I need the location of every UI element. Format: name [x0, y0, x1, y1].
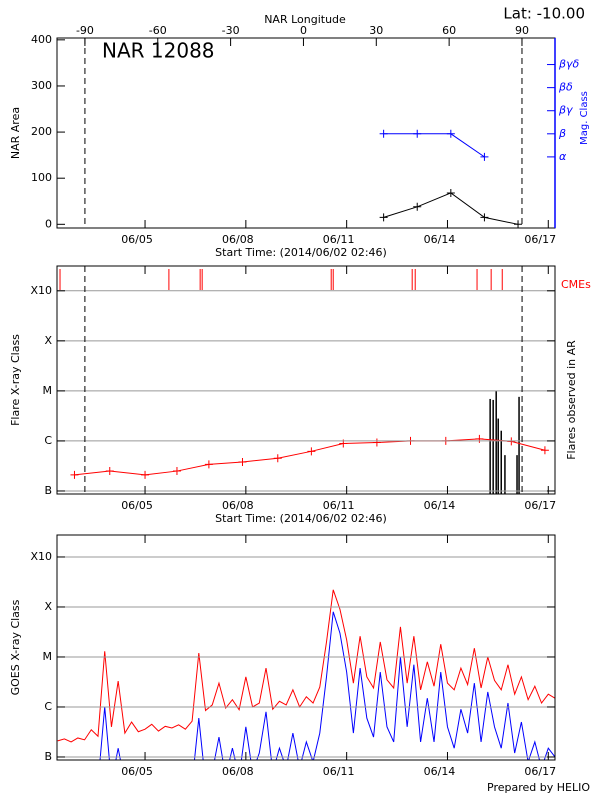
x-tick-label: 06/11 [323, 233, 355, 246]
point-marker [514, 220, 523, 228]
y-tick-label: M [43, 650, 53, 663]
panel: B C M X X10 06/05 06/08 06/11 06/14 06/17 Flares o… [9, 265, 591, 525]
y2-tick-label: β [558, 127, 566, 140]
y-tick-label: 100 [31, 171, 52, 184]
point-marker [204, 460, 213, 469]
y-tick-label: C [44, 700, 52, 713]
x-tick-label: 06/14 [424, 233, 456, 246]
point-marker [446, 129, 455, 138]
point-marker [480, 152, 489, 161]
chart-title: NAR 12088 [102, 39, 215, 63]
y2-tick-label: α [559, 150, 567, 163]
y-tick-label: X [44, 334, 52, 347]
y2-axis-label: Flares observed in AR [565, 340, 578, 460]
y2-tick-label: βγδ [558, 58, 580, 71]
plot-area [59, 269, 549, 494]
series-line [383, 133, 485, 158]
point-marker [480, 213, 489, 222]
y-tick-label: B [44, 484, 52, 497]
y-axis-label: NAR Area [9, 107, 22, 159]
point-marker [70, 470, 79, 479]
x-tick-label: 06/11 [323, 499, 355, 512]
cme-label: CMEs [561, 278, 591, 291]
plot-frame [56, 534, 556, 761]
x2-axis-label: NAR Longitude [264, 13, 346, 26]
latitude-label: Lat: -10.00 [503, 5, 585, 23]
x-tick-label: 06/14 [424, 499, 456, 512]
point-marker [379, 129, 388, 138]
y-tick-label: X10 [30, 550, 52, 563]
point-marker [172, 467, 181, 476]
point-marker [372, 438, 381, 447]
point-marker [413, 129, 422, 138]
point-marker [141, 470, 150, 479]
x-tick-label: 06/17 [524, 765, 556, 778]
x-tick-label: 06/05 [121, 233, 153, 246]
y2-tick-label: βγ [558, 104, 573, 117]
point-marker [446, 188, 455, 197]
point-marker [540, 446, 549, 455]
x-tick-label: 06/05 [121, 499, 153, 512]
x2-tick-label: -90 [76, 24, 94, 37]
panel: B C M X X10 06/05 06/08 06/11 06/14 06/17 GOES X-r… [9, 534, 590, 794]
x2-tick-label: 60 [442, 24, 456, 37]
point-marker [413, 202, 422, 211]
y-tick-label: 400 [31, 33, 52, 46]
y-tick-label: 0 [45, 217, 52, 230]
y-tick-label: X10 [30, 284, 52, 297]
x-tick-label: 06/08 [222, 765, 254, 778]
x-axis-label: Start Time: (2014/06/02 02:46) [215, 512, 387, 525]
point-marker [273, 454, 282, 463]
y2-tick-label: βδ [558, 81, 573, 94]
y-axis-label: Flare X-ray Class [9, 334, 22, 426]
x-tick-label: 06/17 [524, 233, 556, 246]
x2-tick-label: 0 [300, 24, 307, 37]
y-tick-label: C [44, 434, 52, 447]
y-tick-label: 200 [31, 125, 52, 138]
point-marker [238, 457, 247, 466]
series-line [99, 611, 555, 760]
point-marker [379, 213, 388, 222]
point-marker [307, 447, 316, 456]
x2-tick-label: 30 [369, 24, 383, 37]
point-marker [475, 434, 484, 443]
x-axis-label: Start Time: (2014/06/02 02:46) [215, 246, 387, 259]
x-tick-label: 06/05 [121, 765, 153, 778]
plot-frame [56, 265, 556, 495]
y-tick-label: B [44, 750, 52, 763]
x-tick-label: 06/14 [424, 765, 456, 778]
plot-area [57, 589, 555, 760]
x-tick-label: 06/17 [524, 499, 556, 512]
x2-tick-label: 90 [515, 24, 529, 37]
y2-axis-label: Mag. Class [579, 91, 590, 145]
point-marker [105, 467, 114, 476]
y-tick-label: X [44, 600, 52, 613]
y-tick-label: M [43, 384, 53, 397]
y-axis-label: GOES X-ray Class [9, 599, 22, 695]
x-tick-label: 06/11 [323, 765, 355, 778]
footer: Prepared by HELIO [487, 781, 590, 794]
plot-area [379, 129, 523, 228]
x-tick-label: 06/08 [222, 499, 254, 512]
x2-tick-label: -60 [149, 24, 167, 37]
x2-tick-label: -30 [222, 24, 240, 37]
y-tick-label: 300 [31, 79, 52, 92]
series-line [57, 589, 555, 743]
x-tick-label: 06/08 [222, 233, 254, 246]
